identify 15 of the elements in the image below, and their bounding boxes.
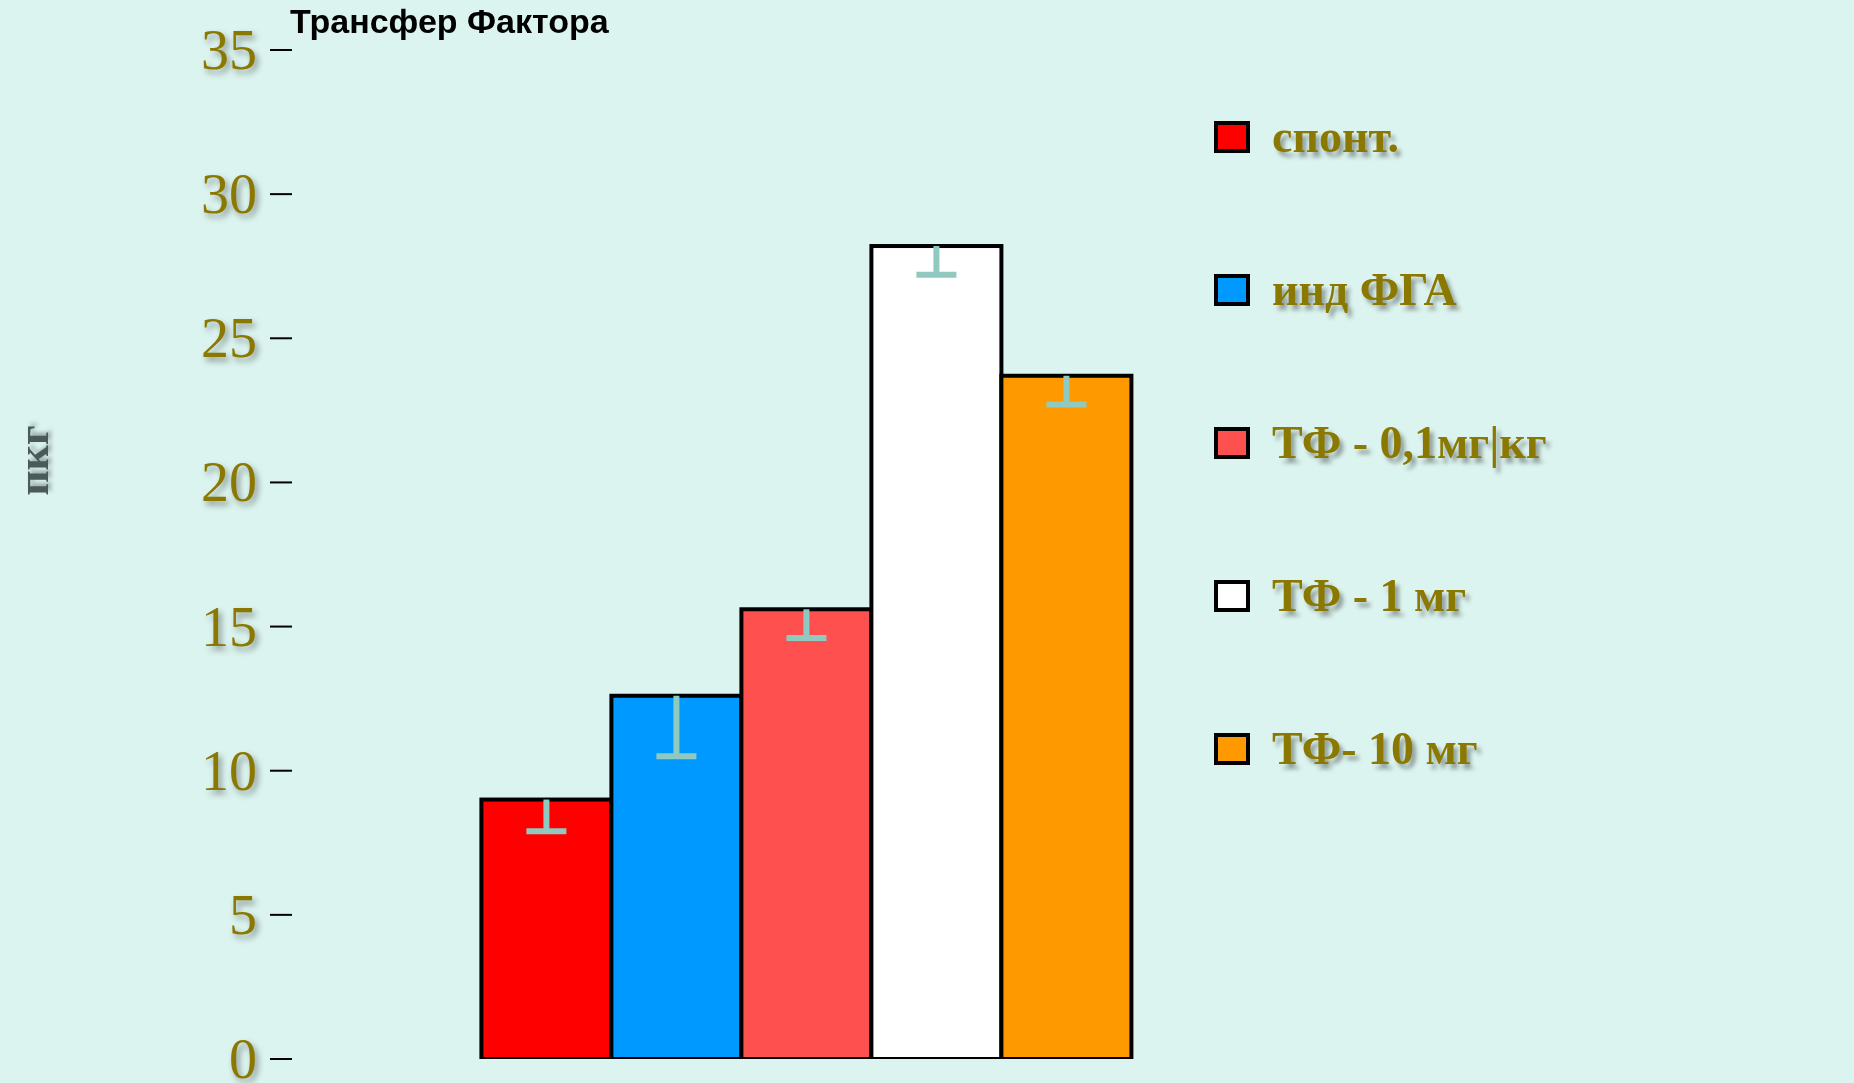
y-tick-label: 25: [201, 307, 257, 370]
y-tick-label: 5: [229, 883, 257, 946]
legend-label: спонт.: [1272, 110, 1400, 163]
y-tick-label: 35: [201, 19, 257, 81]
y-tick-label: 20: [201, 451, 257, 514]
legend-label: ТФ - 1 мг: [1272, 569, 1467, 622]
y-tick-label: 30: [201, 163, 257, 226]
y-tick-label: 15: [201, 595, 257, 658]
y-tick-label: 0: [229, 1028, 257, 1083]
legend-label: ТФ - 0,1мг|кг: [1272, 416, 1547, 469]
chart-title: Трансфер Фактора: [290, 2, 609, 41]
legend-label: ТФ- 10 мг: [1272, 722, 1478, 775]
y-tick-label: 10: [201, 739, 257, 802]
legend-label: инд ФГА: [1272, 263, 1457, 316]
y-axis-title: пкг: [7, 424, 59, 496]
